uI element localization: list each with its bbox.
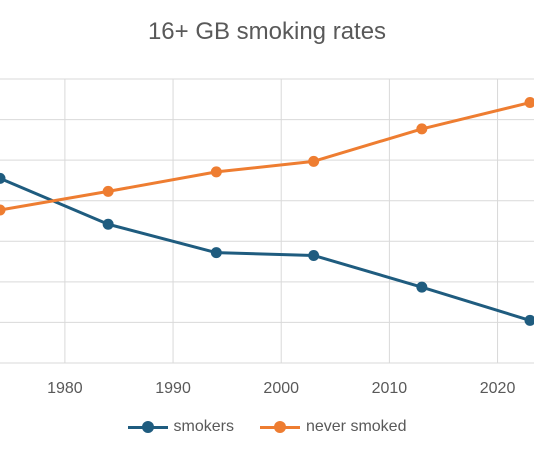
data-point-never-smoked (0, 204, 6, 216)
x-tick-label: 2000 (263, 380, 299, 397)
data-point-smokers (416, 281, 428, 293)
series-line-never-smoked (0, 101, 531, 212)
legend-label-smokers: smokers (173, 418, 234, 435)
legend-marker-never-smoked (259, 421, 300, 433)
x-tick-label: 2010 (372, 380, 408, 397)
chart-title: 16+ GB smoking rates (147, 18, 387, 45)
data-point-never-smoked (524, 97, 534, 109)
series-points (0, 97, 534, 326)
x-tick-labels: 1980 1990 2000 2010 2020 (47, 380, 515, 397)
data-point-smokers (0, 172, 6, 184)
data-point-never-smoked (308, 155, 320, 167)
x-tick-label: 1980 (47, 380, 83, 397)
series-line-smokers (0, 177, 531, 322)
data-point-smokers (102, 218, 114, 230)
series-lines (0, 101, 531, 322)
data-point-smokers (308, 249, 320, 261)
legend-label-never-smoked: never smoked (305, 418, 407, 435)
legend-item-never-smoked: never smoked (259, 418, 407, 436)
legend-marker-smokers (127, 421, 168, 433)
data-point-never-smoked (102, 185, 114, 197)
line-chart: 1980 1990 2000 2010 2020 (0, 78, 534, 397)
x-tick-label: 2020 (480, 380, 516, 397)
data-point-smokers (524, 314, 534, 326)
data-point-smokers (210, 247, 222, 259)
legend-item-smokers: smokers (127, 418, 234, 436)
data-point-never-smoked (210, 166, 222, 178)
legend: smokers never smoked (0, 418, 534, 436)
x-tick-label: 1990 (155, 380, 191, 397)
vertical-gridlines (64, 79, 499, 363)
data-point-never-smoked (416, 123, 428, 135)
horizontal-gridlines (0, 78, 534, 364)
